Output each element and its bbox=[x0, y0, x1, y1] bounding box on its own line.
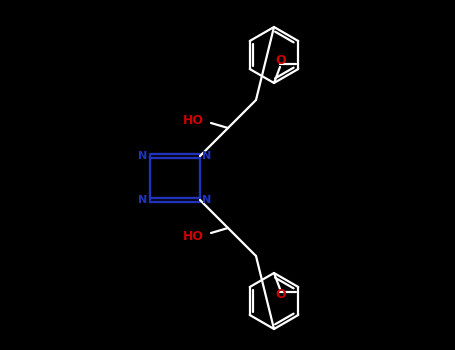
Text: O: O bbox=[276, 288, 286, 301]
Text: N: N bbox=[202, 151, 212, 161]
Text: N: N bbox=[202, 195, 212, 205]
Text: N: N bbox=[138, 195, 147, 205]
Text: O: O bbox=[276, 55, 286, 68]
Text: HO: HO bbox=[183, 230, 204, 243]
Text: N: N bbox=[138, 151, 147, 161]
Text: HO: HO bbox=[183, 113, 204, 126]
